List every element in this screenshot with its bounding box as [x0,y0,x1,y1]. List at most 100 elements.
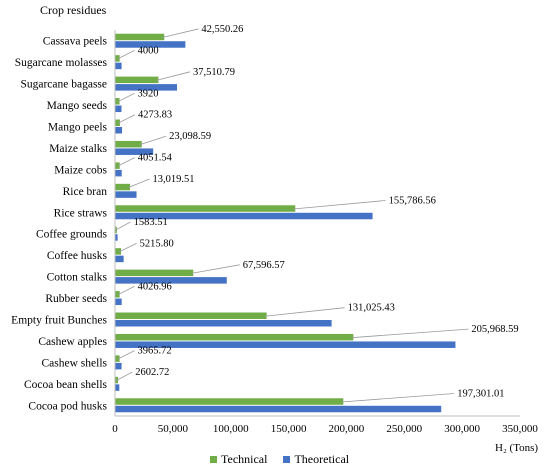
bar-technical-rice-straws [115,205,296,212]
bar-technical-rubber-seeds [115,291,120,298]
data-label-empty-fruit-bunches: 131,025.43 [348,303,395,314]
data-label-rice-straws: 155,786.56 [389,195,436,206]
bar-technical-mango-seeds [115,98,120,105]
data-label-rubber-seeds: 4026.96 [138,281,172,292]
category-label-coffee-husks: Coffee husks [47,250,108,262]
bar-technical-cotton-stalks [115,269,194,277]
x-tick-label: 50,000 [158,423,189,435]
category-label-cassava-peels: Cassava peels [43,36,108,48]
bar-theoretical-maize-stalks [115,148,154,155]
legend-label-technical: Technical [221,452,268,466]
bar-theoretical-rice-bran [115,191,137,198]
category-label-cashew-apples: Cashew apples [38,336,107,348]
x-tick-label: 300,000 [444,423,480,435]
bar-technical-cashew-apples [115,333,354,341]
x-tick-label: 150,000 [271,423,307,435]
data-labels: 42,550.26 4000 37,510.79 3920 4273.83 23,098.… [114,24,519,403]
category-label-maize-cobs: Maize cobs [54,164,107,176]
data-label-cocoa-bean-shells: 2602.72 [135,367,169,378]
leader-line-cashew-shells [117,350,135,360]
category-labels: Cassava peels Sugarcane molasses Sugarcane… [11,36,107,413]
x-tick-label: 0 [112,423,118,435]
category-label-cotton-stalks: Cotton stalks [47,272,108,284]
data-label-cashew-apples: 205,968.59 [471,324,518,335]
leader-line-rice-bran [127,178,150,188]
category-label-mango-peels: Mango peels [48,122,108,134]
bar-theoretical-coffee-grounds [115,234,118,241]
bar-technical-maize-stalks [115,140,142,148]
category-label-coffee-grounds: Coffee grounds [36,229,108,241]
leader-line-rice-straws [293,200,386,210]
bars-layer [115,33,456,413]
bar-technical-rice-bran [115,183,131,191]
leader-line-coffee-husks [118,243,137,253]
bar-technical-empty-fruit-bunches [115,312,267,319]
category-label-rice-bran: Rice bran [63,186,108,198]
category-label-sugarcane-molasses: Sugarcane molasses [15,57,108,69]
leader-line-maize-stalks [139,135,167,146]
bar-theoretical-cocoa-pod-husks [115,405,442,413]
legend: Technical Theoretical [210,452,349,467]
data-label-maize-cobs: 4051.54 [138,153,173,164]
bar-theoretical-rice-straws [115,212,373,220]
bar-theoretical-mango-seeds [115,105,122,113]
technical-swatch [210,456,217,463]
bar-technical-coffee-husks [115,248,122,255]
category-label-rubber-seeds: Rubber seeds [45,293,107,305]
x-tick-label: 200,000 [329,423,365,435]
x-tick-label: 350,000 [502,423,538,435]
leader-line-cashew-apples [351,328,469,339]
leader-line-sugarcane-molasses [117,50,135,60]
leader-line-rubber-seeds [117,285,135,296]
bar-theoretical-cassava-peels [115,41,186,48]
leader-line-coffee-grounds [114,221,131,231]
data-label-cassava-peels: 42,550.26 [201,24,243,35]
bar-theoretical-cashew-shells [115,362,122,370]
bar-theoretical-cashew-apples [115,341,456,348]
category-label-maize-stalks: Maize stalks [49,143,107,155]
data-label-rice-bran: 13,019.51 [153,174,195,185]
bar-theoretical-sugarcane-molasses [115,62,122,70]
data-label-sugarcane-bagasse: 37,510.79 [193,67,235,78]
bar-theoretical-coffee-husks [115,255,124,263]
category-label-rice-straws: Rice straws [54,207,108,219]
bar-technical-mango-peels [115,119,120,126]
legend-item-technical: Technical [210,452,267,467]
leader-line-mango-peels [117,114,136,124]
theoretical-swatch [283,456,291,463]
data-label-mango-peels: 4273.83 [138,110,172,121]
data-label-cocoa-pod-husks: 197,301.01 [457,388,504,399]
category-label-mango-seeds: Mango seeds [47,100,108,112]
bar-technical-sugarcane-molasses [115,55,120,62]
bar-theoretical-maize-cobs [115,169,122,177]
leader-line-cocoa-pod-husks [341,393,455,403]
leader-line-sugarcane-bagasse [156,71,191,81]
bar-technical-maize-cobs [115,162,120,169]
category-label-cocoa-pod-husks: Cocoa pod husks [28,400,107,412]
bar-technical-cassava-peels [115,33,165,41]
bar-theoretical-mango-peels [115,127,123,134]
leader-line-maize-cobs [117,157,135,167]
x-tick-label: 250,000 [386,423,422,435]
leader-line-cocoa-bean-shells [115,371,133,381]
data-label-cashew-shells: 3965.72 [138,346,172,357]
category-label-cocoa-bean-shells: Cocoa bean shells [24,379,108,391]
legend-label-theoretical: Theoretical [294,452,350,466]
bar-theoretical-cotton-stalks [115,277,227,284]
bar-technical-cashew-shells [115,355,120,362]
data-label-mango-seeds: 3920 [137,88,158,99]
leader-line-mango-seeds [117,92,135,103]
bar-technical-cocoa-pod-husks [115,398,344,405]
data-label-coffee-grounds: 1583.51 [134,217,168,228]
category-label-cashew-shells: Cashew shells [42,357,108,369]
bar-theoretical-cocoa-bean-shells [115,384,120,391]
data-label-cotton-stalks: 67,596.57 [243,260,285,271]
data-label-sugarcane-molasses: 4000 [138,45,159,56]
leader-line-cassava-peels [162,28,199,38]
bar-theoretical-empty-fruit-bunches [115,320,332,327]
x-axis-title: H₂ (Tons) [495,442,538,454]
x-axis: 0 50,000 100,000 150,000 200,000 250,000 300,0… [112,30,538,435]
x-tick-label: 100,000 [213,423,249,435]
bar-theoretical-rubber-seeds [115,298,122,306]
